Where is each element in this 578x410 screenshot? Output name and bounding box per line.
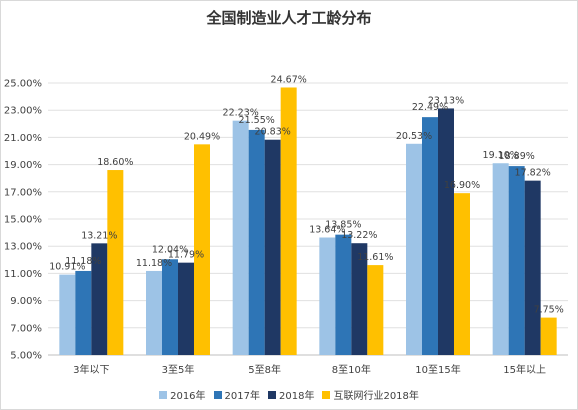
bar-4-1 bbox=[107, 170, 124, 355]
data-label: 11.18% bbox=[65, 256, 101, 267]
bar-4-2 bbox=[194, 144, 210, 355]
y-tick-label: 17.00% bbox=[4, 187, 42, 198]
data-label: 13.85% bbox=[325, 220, 361, 231]
x-category-label: 5至8年 bbox=[248, 363, 281, 376]
bar-1-4 bbox=[319, 237, 336, 355]
legend-item: 互联网行业2018年 bbox=[322, 387, 419, 402]
bar-1-5 bbox=[406, 143, 422, 355]
legend-item: 2017年 bbox=[213, 387, 260, 402]
x-category-label: 15年以上 bbox=[503, 363, 546, 376]
legend-label: 2017年 bbox=[224, 391, 260, 402]
bar-4-6 bbox=[540, 317, 557, 355]
bar-4-4 bbox=[367, 265, 384, 355]
bar-2-2 bbox=[162, 259, 178, 355]
bar-1-2 bbox=[146, 270, 162, 355]
x-category-label: 10至15年 bbox=[415, 363, 460, 376]
y-tick-label: 19.00% bbox=[4, 160, 42, 171]
bar-2-5 bbox=[422, 117, 438, 355]
legend-item: 2016年 bbox=[159, 387, 206, 402]
y-tick-label: 21.00% bbox=[4, 133, 42, 144]
bar-3-6 bbox=[524, 180, 541, 355]
y-tick-label: 15.00% bbox=[4, 215, 42, 226]
bar-1-1 bbox=[59, 274, 76, 355]
bar-4-3 bbox=[280, 87, 297, 355]
data-label: 17.82% bbox=[515, 168, 551, 179]
data-label: 19.10% bbox=[483, 150, 519, 161]
y-tick-label: 7.00% bbox=[10, 323, 42, 334]
bar-3-2 bbox=[178, 262, 194, 355]
bar-1-6 bbox=[492, 163, 509, 355]
data-label: 22.49% bbox=[412, 102, 448, 113]
data-label: 20.49% bbox=[184, 131, 220, 142]
legend-swatch bbox=[268, 391, 276, 399]
bar-3-5 bbox=[438, 108, 454, 355]
x-category-label: 3至5年 bbox=[162, 363, 195, 376]
legend-item: 2018年 bbox=[268, 387, 314, 402]
data-label: 22.23% bbox=[223, 108, 259, 119]
chart-title: 全国制造业人才工龄分布 bbox=[206, 9, 372, 27]
data-label: 20.83% bbox=[255, 127, 291, 138]
data-label: 12.04% bbox=[152, 244, 188, 255]
y-tick-label: 9.00% bbox=[10, 296, 42, 307]
bar-2-6 bbox=[508, 166, 525, 355]
data-label: 11.79% bbox=[168, 250, 204, 261]
data-label: 13.21% bbox=[81, 230, 117, 241]
data-label: 18.60% bbox=[97, 157, 133, 168]
data-label: 13.64% bbox=[309, 224, 345, 235]
y-tick-label: 25.00% bbox=[4, 79, 42, 90]
legend-label: 2018年 bbox=[279, 391, 315, 402]
data-label: 21.55% bbox=[239, 115, 275, 126]
data-label: 7.75% bbox=[534, 305, 564, 316]
bar-2-4 bbox=[335, 234, 352, 355]
y-tick-label: 5.00% bbox=[10, 351, 42, 362]
bar-2-1 bbox=[75, 270, 92, 355]
x-category-label: 3年以下 bbox=[73, 363, 109, 376]
data-label: 18.89% bbox=[499, 151, 535, 162]
bar-3-3 bbox=[264, 139, 281, 355]
legend-swatch bbox=[159, 391, 168, 399]
data-label: 20.53% bbox=[396, 131, 432, 142]
x-category-label: 8至10年 bbox=[332, 363, 371, 376]
data-label: 16.90% bbox=[444, 180, 480, 191]
legend-label: 互联网行业2018年 bbox=[333, 391, 419, 402]
data-label: 11.18% bbox=[136, 258, 172, 269]
chart-legend: 2016年 2017年 2018年 互联网行业2018年 bbox=[0, 387, 578, 402]
data-label: 10.91% bbox=[49, 262, 85, 273]
data-label: 13.22% bbox=[341, 230, 377, 241]
legend-swatch bbox=[322, 391, 331, 399]
legend-swatch bbox=[213, 391, 222, 399]
bar-3-1 bbox=[91, 243, 108, 355]
legend-label: 2016年 bbox=[170, 391, 206, 402]
bar-1-3 bbox=[232, 120, 249, 355]
bar-4-5 bbox=[454, 193, 470, 355]
data-label: 23.13% bbox=[428, 95, 464, 106]
bar-3-4 bbox=[351, 243, 368, 355]
y-tick-label: 13.00% bbox=[4, 242, 42, 253]
y-tick-label: 23.00% bbox=[4, 106, 42, 117]
y-tick-label: 11.00% bbox=[4, 269, 42, 280]
data-label: 11.61% bbox=[357, 252, 393, 263]
bar-2-3 bbox=[248, 129, 265, 355]
data-label: 24.67% bbox=[271, 74, 307, 85]
